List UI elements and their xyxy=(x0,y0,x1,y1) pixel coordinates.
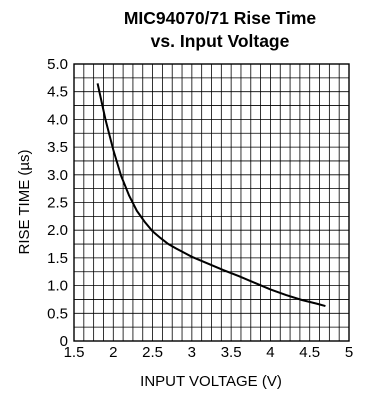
y-tick-label: 2.0 xyxy=(47,222,68,239)
x-tick-label: 4.5 xyxy=(299,344,320,361)
y-tick-labels: 0 0.5 1.0 1.5 2.0 2.5 3.0 3.5 4.0 4.5 5.0 xyxy=(47,56,68,350)
y-axis-label: RISE TIME (µs) xyxy=(16,149,33,254)
y-tick-label: 1.0 xyxy=(47,278,68,295)
x-axis-label: INPUT VOLTAGE (V) xyxy=(140,373,282,390)
y-tick-label: 2.5 xyxy=(47,195,68,212)
chart-title-line1: MIC94070/71 Rise Time xyxy=(124,8,317,28)
x-tick-label: 3 xyxy=(188,344,196,361)
y-tick-label: 3.5 xyxy=(47,139,68,156)
chart-title-line2: vs. Input Voltage xyxy=(151,31,290,51)
grid-lines xyxy=(73,63,350,342)
x-tick-label: 4 xyxy=(266,344,274,361)
x-tick-label: 1.5 xyxy=(64,344,85,361)
y-tick-label: 0.5 xyxy=(47,305,68,322)
y-tick-label: 1.5 xyxy=(47,250,68,267)
x-tick-label: 5 xyxy=(345,344,353,361)
series-line xyxy=(96,83,326,308)
y-tick-label: 3.0 xyxy=(47,167,68,184)
plot-frame xyxy=(73,63,350,342)
x-tick-labels: 1.5 2 2.5 3 3.5 4 4.5 5 xyxy=(64,344,354,361)
y-tick-label: 4.5 xyxy=(47,84,68,101)
y-tick-label: 0 xyxy=(60,333,68,350)
x-tick-label: 2.5 xyxy=(142,344,163,361)
x-tick-label: 3.5 xyxy=(221,344,242,361)
x-tick-label: 2 xyxy=(109,344,117,361)
y-tick-label: 4.0 xyxy=(47,111,68,128)
y-tick-label: 5.0 xyxy=(47,56,68,73)
